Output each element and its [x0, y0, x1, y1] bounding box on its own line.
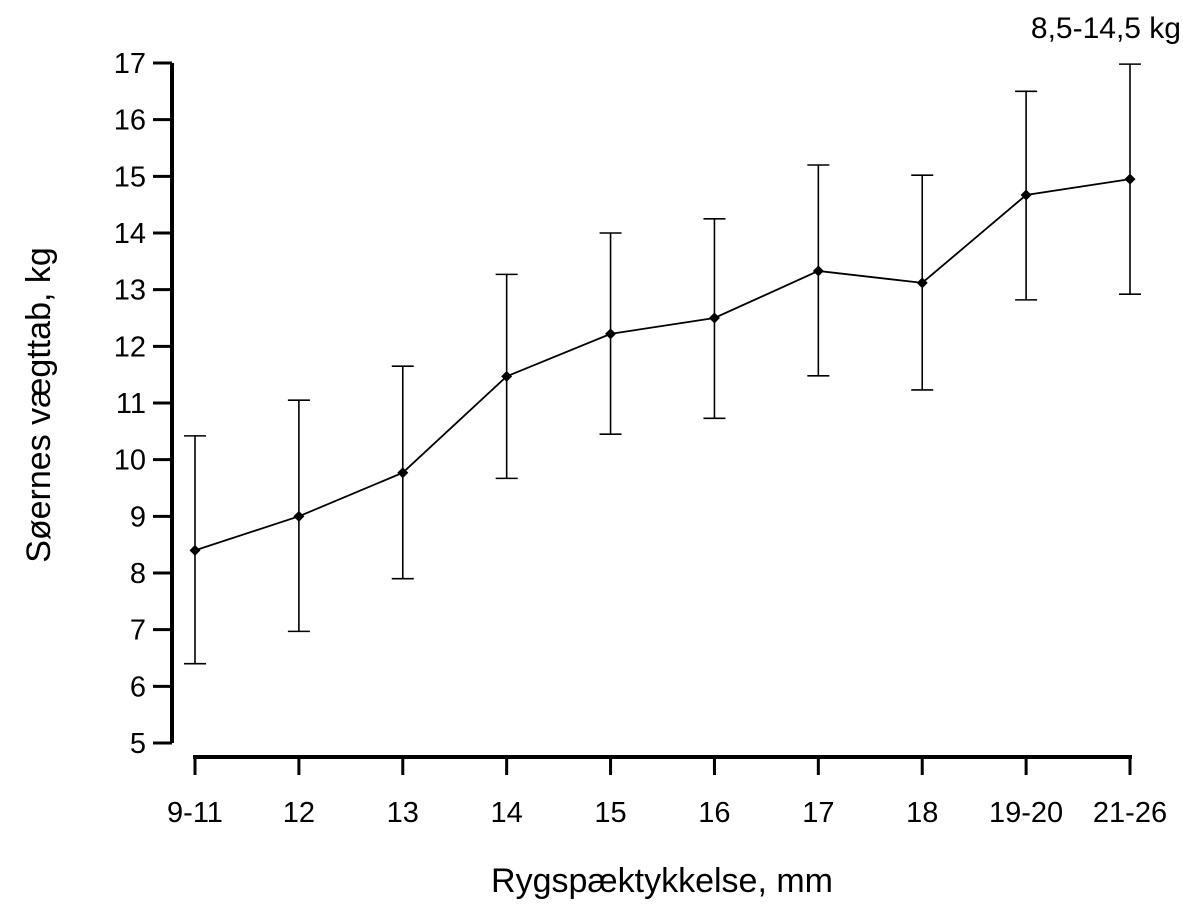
x-tick-label: 9-11 — [167, 797, 223, 829]
data-points — [189, 173, 1136, 556]
y-tick-label: 9 — [130, 501, 146, 533]
x-tick-label: 12 — [283, 797, 315, 829]
y-tick-label: 11 — [116, 388, 146, 420]
y-tick-label: 13 — [114, 275, 146, 307]
data-point — [501, 370, 513, 382]
error-bars — [184, 63, 1141, 665]
y-tick-label: 8 — [130, 558, 146, 590]
data-point — [812, 265, 824, 277]
y-tick-label: 14 — [114, 218, 146, 250]
x-tick-label: 13 — [387, 797, 419, 829]
x-tick-label: 17 — [802, 797, 834, 829]
chart-annotation: 8,5-14,5 kg — [1031, 12, 1181, 45]
y-tick-label: 16 — [114, 105, 146, 137]
y-tick-label: 12 — [114, 331, 146, 363]
data-point — [916, 277, 928, 289]
x-axis: 9-11 12 13 14 15 16 17 18 19-20 21-26 — [167, 755, 1167, 829]
y-tick-label: 10 — [114, 445, 146, 477]
x-tick-label: 14 — [491, 797, 523, 829]
y-tick-label: 5 — [130, 728, 146, 760]
series-polyline — [194, 178, 1131, 552]
x-tick-label: 19-20 — [989, 797, 1063, 829]
y-tick-label: 6 — [130, 671, 146, 703]
y-tick-label: 15 — [114, 161, 146, 193]
series-line — [194, 178, 1131, 552]
x-tick-label: 16 — [698, 797, 730, 829]
y-tick-label: 17 — [114, 48, 146, 80]
data-point — [1020, 189, 1032, 201]
data-point — [708, 312, 720, 324]
data-point — [1124, 173, 1136, 185]
x-axis-title: Rygspæktykkelse, mm — [491, 862, 833, 900]
data-point — [189, 544, 201, 556]
x-tick-label: 15 — [594, 797, 626, 829]
data-point — [605, 328, 617, 340]
x-tick-label: 18 — [906, 797, 938, 829]
y-axis-title: Søernes vægttab, kg — [20, 247, 58, 563]
x-tick-label: 21-26 — [1093, 797, 1167, 829]
y-tick-label: 7 — [130, 615, 146, 647]
data-point — [397, 467, 409, 479]
data-point — [293, 510, 305, 522]
y-axis: 5 6 7 8 9 10 11 12 13 14 15 16 17 — [114, 48, 174, 760]
